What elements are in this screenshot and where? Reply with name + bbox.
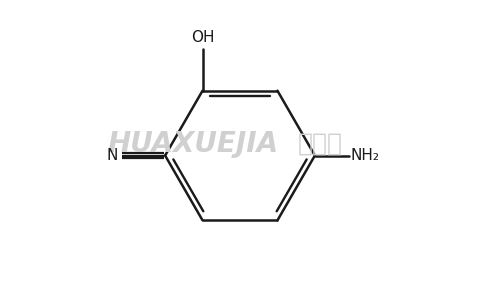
Text: 化学加: 化学加 bbox=[298, 132, 343, 156]
Text: HUAXUEJIA: HUAXUEJIA bbox=[108, 130, 279, 158]
Text: N: N bbox=[107, 148, 118, 163]
Text: NH₂: NH₂ bbox=[351, 148, 380, 163]
Text: OH: OH bbox=[191, 30, 214, 45]
